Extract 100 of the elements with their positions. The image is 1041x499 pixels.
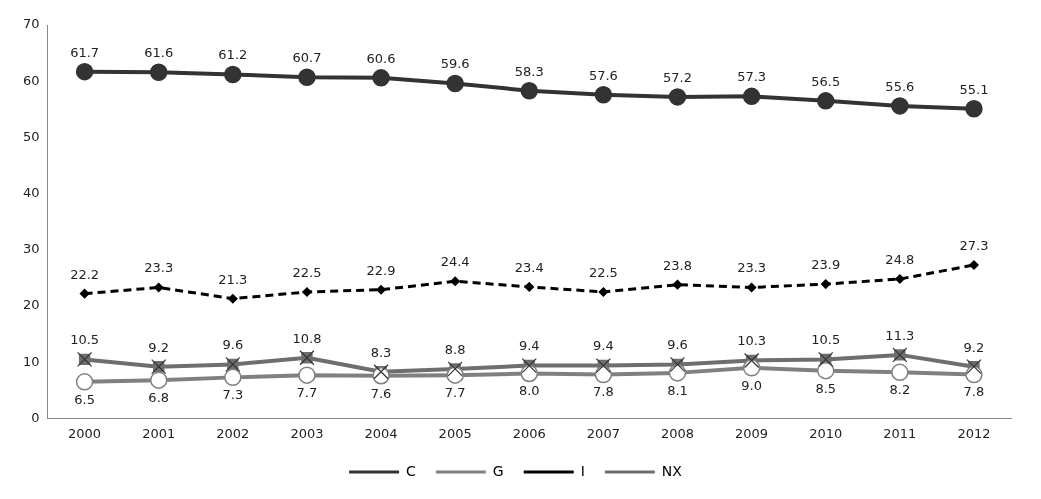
- y-tick-label: 70: [23, 16, 40, 32]
- data-label: 9.2: [963, 339, 985, 355]
- data-label: 10.5: [70, 332, 100, 348]
- point: [598, 287, 609, 297]
- point: [816, 361, 835, 380]
- point: [746, 282, 757, 293]
- point: [149, 63, 168, 81]
- data-label: 6.8: [148, 390, 170, 406]
- data-label: 23.4: [514, 259, 544, 275]
- point: [668, 88, 687, 106]
- point: [224, 65, 242, 84]
- x-tick-label: 2012: [957, 425, 991, 441]
- point: [75, 62, 94, 81]
- data-label: 6.5: [74, 391, 95, 407]
- data-label: 23.3: [737, 260, 767, 276]
- data-label: 9.4: [593, 338, 614, 354]
- data-label: 24.4: [440, 254, 470, 270]
- x-tick-label: 2003: [290, 425, 324, 441]
- legend-label: I: [580, 462, 585, 479]
- data-label: 8.2: [889, 382, 911, 398]
- point: [372, 69, 390, 87]
- data-label: 8.1: [667, 382, 688, 398]
- data-label: 9.4: [518, 338, 540, 354]
- point: [891, 363, 909, 382]
- data-label: 7.7: [444, 385, 466, 400]
- x-tick-label: 2006: [512, 425, 546, 441]
- data-label: 9.6: [667, 337, 688, 353]
- point: [820, 279, 831, 289]
- point: [816, 92, 835, 110]
- point: [895, 274, 905, 284]
- data-label: 60.7: [292, 50, 322, 66]
- data-label: 22.2: [70, 266, 100, 282]
- data-label: 7.8: [593, 384, 614, 400]
- point: [742, 87, 761, 106]
- data-label: 21.3: [218, 271, 248, 287]
- point: [891, 97, 909, 115]
- data-label: 9.0: [741, 377, 762, 393]
- data-label: 7.8: [963, 384, 985, 400]
- data-label: 7.3: [222, 387, 244, 403]
- data-label: 57.2: [663, 69, 692, 85]
- point: [969, 260, 979, 270]
- x-tick-label: 2011: [883, 425, 917, 441]
- data-label: 7.7: [296, 385, 318, 400]
- point: [446, 74, 464, 93]
- point: [672, 279, 683, 290]
- legend-label: C: [406, 462, 417, 479]
- x-tick-label: 2000: [68, 425, 102, 441]
- data-label: 10.5: [811, 332, 841, 348]
- data-label: 8.5: [815, 380, 837, 396]
- data-label: 22.9: [366, 262, 396, 278]
- data-label: 11.3: [885, 327, 915, 343]
- y-tick-label: 0: [31, 409, 40, 425]
- y-tick-label: 10: [23, 353, 40, 369]
- point: [524, 282, 535, 292]
- point: [965, 99, 983, 118]
- point: [520, 82, 539, 100]
- data-label: 8.3: [370, 344, 392, 360]
- x-tick-label: 2004: [364, 425, 398, 441]
- data-label: 57.3: [737, 69, 767, 85]
- point: [224, 368, 242, 387]
- data-label: 57.6: [588, 67, 618, 83]
- data-label: 24.8: [885, 251, 915, 267]
- data-label: 59.6: [440, 56, 470, 72]
- data-label: 60.6: [366, 50, 396, 66]
- legend-label: NX: [661, 462, 683, 479]
- point: [79, 288, 90, 299]
- data-label: 61.2: [218, 47, 248, 63]
- data-label: 22.5: [292, 264, 322, 280]
- data-label: 55.1: [959, 81, 989, 97]
- y-tick-label: 30: [23, 241, 40, 257]
- point: [153, 282, 164, 293]
- data-label: 8.8: [444, 341, 466, 357]
- y-tick-label: 40: [23, 184, 40, 200]
- x-tick-label: 2010: [809, 425, 843, 441]
- point: [376, 284, 386, 295]
- point: [298, 366, 316, 384]
- point: [594, 365, 613, 384]
- data-label: 61.7: [70, 44, 100, 60]
- data-label: 9.2: [148, 339, 170, 355]
- point: [302, 287, 312, 297]
- point: [668, 364, 687, 382]
- data-label: 22.5: [588, 264, 618, 280]
- y-tick-label: 60: [23, 72, 40, 88]
- data-label: 23.9: [811, 256, 841, 272]
- x-tick-label: 2007: [586, 425, 620, 441]
- x-tick-label: 2009: [735, 425, 769, 441]
- point: [75, 373, 94, 391]
- data-label: 61.6: [144, 45, 174, 61]
- x-tick-label: 2005: [438, 425, 472, 441]
- data-label: 27.3: [959, 237, 989, 253]
- legend-label: G: [492, 462, 504, 479]
- point: [298, 68, 316, 87]
- data-label: 8.0: [518, 383, 540, 399]
- data-label: 58.3: [514, 63, 544, 79]
- point: [228, 293, 238, 304]
- data-label: 9.6: [222, 337, 244, 353]
- y-tick-label: 50: [23, 128, 40, 144]
- data-label: 56.5: [811, 73, 841, 89]
- data-label: 23.3: [144, 260, 174, 276]
- point: [450, 276, 460, 287]
